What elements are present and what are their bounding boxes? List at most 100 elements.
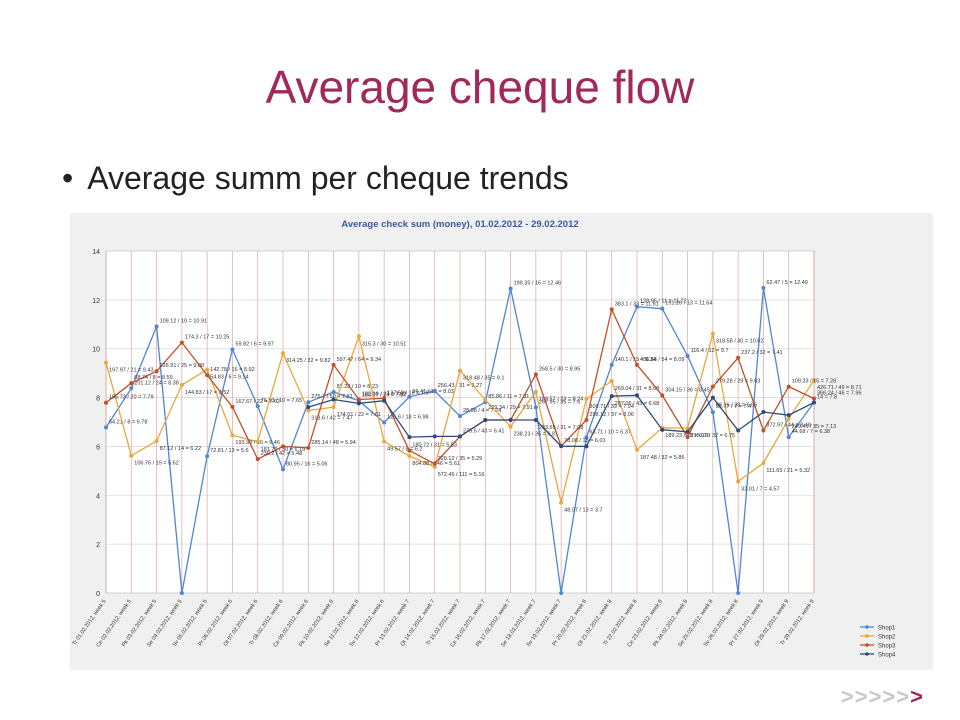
data-point [761,461,766,466]
data-label: 87.12 / 14 = 6.22 [160,446,201,452]
data-label: 32.01 / 7 = 4.57 [741,486,779,492]
data-label: 49.57 / 8 = 6.2 [387,447,422,453]
data-point [584,418,589,423]
data-point [533,372,538,377]
data-point [635,393,639,398]
data-label: 144.83 / 17 = 8.52 [185,390,230,396]
data-point [407,394,412,399]
data-point [230,404,235,409]
data-label: 174.3 / 17 = 10.25 [185,335,230,341]
data-label: 426.71 / 49 = 8.71 [817,385,862,391]
data-point [635,447,639,452]
data-label: 597.47 / 64 = 9.34 [337,357,382,363]
data-label: 318.48 / 35 = 9.1 [463,376,504,382]
data-point [179,591,184,595]
data-label: 226.91 / 25 = 9.08 [160,363,205,369]
data-label: 142.78 / 16 = 8.92 [210,367,255,373]
data-label: 320.12 / 35 = 5.29 [438,456,483,462]
data-point [356,397,361,402]
data-point [154,439,159,444]
data-point [281,444,285,449]
data-point [660,393,665,398]
data-label: 199.35 / 16 = 12.46 [514,281,562,287]
data-point [331,362,336,367]
data-label: 233.65 / 31 = 7.08 [539,425,584,431]
data-point [710,331,715,336]
data-point [104,425,108,430]
data-point [306,400,311,405]
data-label: 14 = 7.8 [817,394,837,400]
data-label: 78.08 / 13 = 6.01 [564,438,605,444]
data-point [129,386,134,391]
data-label: 109.23 / 15 = 7.28 [792,379,837,385]
data-label: 44.68 / 7 = 6.38 [792,429,830,435]
data-point [230,347,235,352]
data-point [205,373,210,378]
data-label: 249.41 / 35 = 7.13 [792,424,837,430]
y-tick-label: 6 [96,444,100,451]
y-tick-label: 8 [96,396,100,403]
data-label: 201.12 / 24 = 8.38 [134,380,179,386]
y-tick-label: 2 [96,542,100,549]
data-label: 237.2 / 32 = 7.41 [741,350,782,356]
data-label: 86.16 / 28 = 6.65 [716,403,757,409]
data-label: 80.95 / 16 = 5.06 [286,461,327,467]
data-label: 383.1 / 33 = 11.61 [615,301,659,307]
data-point [786,416,791,421]
data-label: 180.72 / 31 = 5.83 [412,443,457,449]
data-point [356,334,361,339]
data-point [761,409,766,414]
data-point [736,428,741,433]
data-label: 230.2 / 42 = 5.48 [261,451,302,457]
data-point [255,439,260,444]
data-label: 215.91 / 32 = 6.75 [691,433,736,439]
data-point [129,381,134,386]
data-label: 304.15 / 36 = 8.45 [665,387,710,393]
data-label: 151.26 / 13 = 11.64 [665,301,712,307]
data-label: 275.5 / 43 = 6.41 [463,428,504,434]
data-point [559,591,564,595]
data-label: 275.7 / 50 = 7.81 [311,394,352,400]
data-point [331,405,336,410]
data-point [609,394,614,399]
data-point [685,354,690,359]
data-label: 269.04 / 31 = 8.68 [615,386,660,392]
data-point [786,435,791,440]
data-point [432,461,437,466]
legend-label: Shop2 [878,635,896,641]
data-point [255,457,260,462]
data-label: 256.43 / 31 = 8.27 [438,383,483,389]
data-label: 229.34 / 29 = 7.91 [488,405,533,411]
data-point [685,426,690,431]
data-label: 314.25 / 32 = 9.82 [286,358,331,364]
data-label: 167.67 / 22 = 7.62 [235,399,280,405]
data-label: 127.53 / 16 = 7.97 [387,390,432,396]
data-label: 182.06 / 23 = 7.92 [362,392,407,398]
data-label: 72.81 / 13 = 5.6 [210,448,248,454]
data-label: 54.21 / 8 = 6.78 [109,419,147,425]
data-point [786,384,791,389]
data-point [736,355,741,360]
data-point [635,362,639,367]
data-point [255,404,260,409]
data-label: 48.07 / 13 = 3.7 [564,508,602,514]
data-point [281,351,285,356]
data-label: 155.73 / 20 = 7.79 [109,395,154,401]
data-label: 85.86 / 11 = 7.81 [488,394,529,400]
data-point [660,306,665,311]
data-point [710,410,715,415]
data-point [609,307,614,312]
data-point [736,591,741,595]
data-label: 313.6 / 42 = 7.47 [311,416,352,422]
data-label: 82.28 / 10 = 8.23 [337,384,378,390]
data-label: 298.12 / 37 = 8.06 [589,412,634,418]
data-point [584,435,589,440]
nav-arrows[interactable]: >>>>>> [841,684,924,710]
data-point [786,413,791,418]
data-point [483,397,488,402]
data-label: 267.95 / 35 = 7.6 [539,399,580,405]
data-label: 436.66 / 54 = 8.09 [640,357,685,363]
data-label: 268.5 / 30 = 8.95 [539,366,580,372]
data-point [736,479,741,484]
data-label: 238.23 / 35 = 6.81 [514,432,559,438]
